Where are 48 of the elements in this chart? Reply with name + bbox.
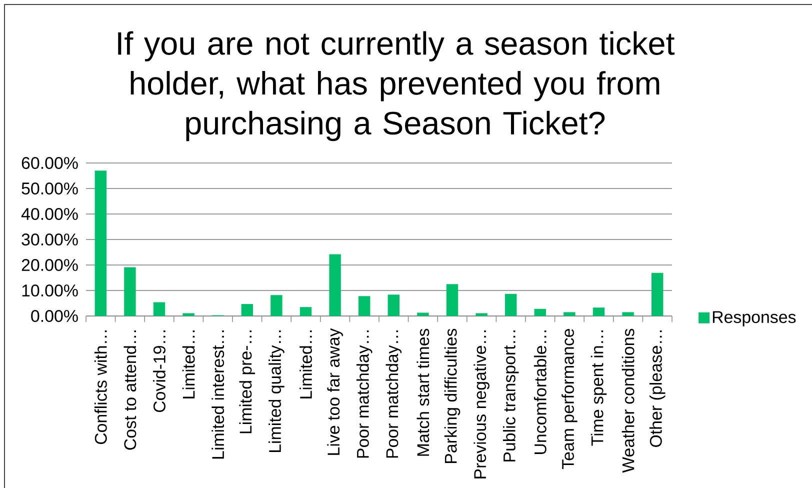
bar xyxy=(241,304,254,316)
bar xyxy=(564,312,576,316)
y-tick-label: 10.00% xyxy=(22,284,78,296)
bar xyxy=(124,267,136,316)
bar xyxy=(476,313,488,316)
bar xyxy=(592,308,605,316)
bar xyxy=(651,272,664,316)
x-tick-label: Parking difficulties xyxy=(444,328,460,463)
x-tick-label: Limited interest… xyxy=(212,330,224,459)
x-tick-label: Limited… xyxy=(300,330,312,398)
bar xyxy=(358,296,370,316)
x-tick-label: Conflicts with… xyxy=(94,330,107,444)
x-tick-label: Limited quality… xyxy=(268,330,284,452)
x-tick-label: Cost to attend… xyxy=(124,330,136,450)
bar xyxy=(417,312,429,316)
bar xyxy=(329,254,341,316)
x-tick-label: Team performance xyxy=(562,328,578,470)
x-tick-label: Limited pre-… xyxy=(239,330,256,434)
bar xyxy=(504,294,517,316)
x-tick-label: Live too far away xyxy=(327,328,343,455)
x-tick-label: Poor matchday… xyxy=(356,330,372,458)
y-tick-label: 60.00% xyxy=(22,157,78,170)
x-tick-label: Time spent in… xyxy=(590,330,607,446)
x-tick-label: Uncomfortable… xyxy=(534,330,546,454)
bar xyxy=(153,302,166,316)
x-tick-label: Other (please… xyxy=(649,330,666,447)
x-tick-label: Covid-19… xyxy=(153,330,166,412)
x-tick-label: Limited… xyxy=(182,330,195,398)
bar xyxy=(182,313,194,316)
bar xyxy=(622,312,634,316)
y-tick-label: 50.00% xyxy=(22,182,78,194)
y-tick-label: 0.00% xyxy=(31,310,78,322)
bar xyxy=(446,284,458,316)
y-tick-label: 40.00% xyxy=(21,208,78,220)
y-tick-label: 30.00% xyxy=(22,234,78,246)
x-tick-label: Previous negative… xyxy=(474,330,490,478)
legend-label: Responses xyxy=(712,311,796,326)
x-tick-label: Match start times xyxy=(416,328,430,456)
chart-title: If you are not currently a season ticket holder, what has prevented you from purchasing a Season Ticket? xyxy=(118,31,675,142)
bar xyxy=(388,294,400,316)
bar xyxy=(94,170,107,316)
x-tick-label: Public transport… xyxy=(502,330,519,462)
bar xyxy=(534,308,546,316)
y-tick-label: 20.00% xyxy=(22,259,78,271)
x-tick-label: Weather conditions xyxy=(622,328,634,473)
bar xyxy=(300,307,312,316)
x-tick-label: Poor matchday… xyxy=(386,330,402,458)
bar xyxy=(270,295,282,316)
